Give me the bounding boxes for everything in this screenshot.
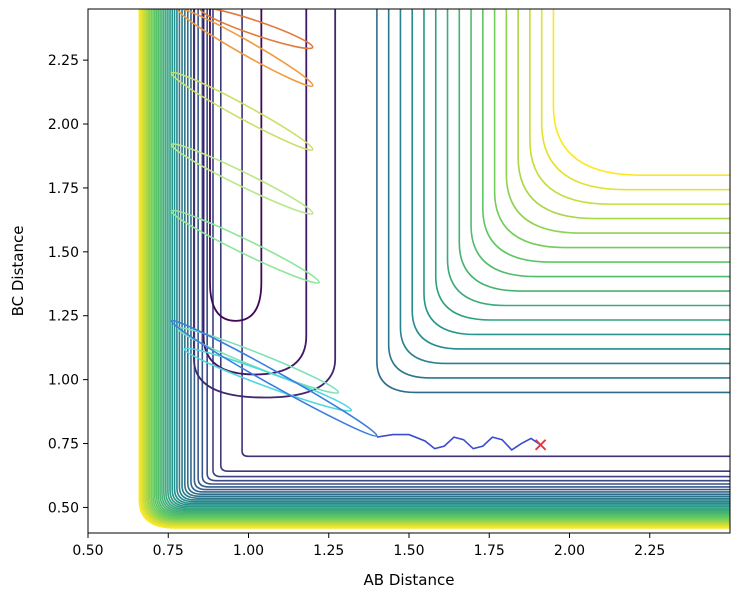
x-tick-label-0: 0.50 (72, 543, 103, 559)
contour-line-32 (139, 9, 730, 528)
contour-line-20 (159, 9, 730, 515)
contour-line-7 (190, 9, 730, 493)
x-axis-ticks: 0.50 0.75 1.00 1.25 1.50 1.75 2.00 2.25 (72, 533, 665, 559)
contour-line-9 (184, 9, 730, 498)
trajectory-layer (376, 433, 547, 451)
y-tick-label-4: 1.50 (48, 245, 79, 261)
contour-line-6 (193, 9, 730, 491)
contour-line-12 (176, 9, 730, 503)
y-tick-label-5: 1.75 (48, 181, 79, 197)
contour-line-17 (165, 9, 730, 511)
contour-upper-13 (529, 9, 730, 205)
contour-upper-11 (505, 9, 730, 234)
oscillation-loop-2 (170, 71, 314, 151)
contour-upper-1 (387, 9, 730, 379)
y-tick-label-2: 1.00 (48, 373, 79, 389)
contour-upper-6 (446, 9, 730, 307)
contour-line-21 (157, 9, 730, 516)
y-tick-label-0: 0.50 (48, 500, 79, 516)
contour-upper-15 (552, 9, 730, 176)
oscillation-loop-4 (170, 209, 320, 284)
x-tick-label-3: 1.25 (313, 543, 344, 559)
x-tick-label-7: 2.25 (634, 543, 665, 559)
valley-contour-2 (193, 9, 337, 399)
contour-upper-2 (399, 9, 730, 365)
contour-line-3 (206, 9, 730, 482)
contour-line-18 (163, 9, 730, 512)
valley-contour-0 (209, 9, 263, 322)
contour-line-19 (161, 9, 730, 513)
trajectory-line (376, 433, 542, 451)
x-tick-label-4: 1.50 (393, 543, 424, 559)
contour-upper-10 (493, 9, 730, 249)
contour-upper-14 (540, 9, 730, 191)
contour-upper-0 (376, 9, 730, 394)
contour-line-5 (197, 9, 730, 488)
contour-line-28 (145, 9, 730, 524)
x-tick-label-1: 0.75 (153, 543, 184, 559)
oscillation-loop-3 (170, 143, 314, 215)
x-tick-label-5: 1.75 (474, 543, 505, 559)
oscillation-loop-6 (183, 347, 353, 412)
x-tick-label-6: 2.00 (554, 543, 585, 559)
y-tick-label-7: 2.25 (48, 53, 79, 69)
contour-upper-3 (411, 9, 730, 350)
contour-line-10 (181, 9, 730, 499)
contour-line-30 (142, 9, 730, 526)
oscillation-loop-7 (170, 319, 378, 437)
y-tick-label-1: 0.75 (48, 437, 79, 453)
contour-line-24 (152, 9, 730, 520)
contour-lines (138, 9, 730, 529)
y-tick-label-6: 2.00 (48, 117, 79, 133)
contour-line-25 (150, 9, 730, 521)
y-axis-ticks: 0.50 0.75 1.00 1.25 1.50 1.75 2.00 2.25 (48, 53, 88, 516)
contour-line-27 (147, 9, 730, 523)
contour-line-1 (219, 9, 730, 472)
contour-line-26 (149, 9, 730, 522)
contour-line-8 (186, 9, 730, 495)
contour-line-33 (138, 9, 730, 529)
contour-line-23 (153, 9, 730, 518)
contour-upper-12 (517, 9, 730, 220)
contour-line-11 (178, 9, 730, 501)
y-axis-title: BC Distance (9, 226, 27, 317)
x-tick-label-2: 1.00 (233, 543, 264, 559)
y-tick-label-3: 1.25 (48, 309, 79, 325)
contour-upper-8 (470, 9, 730, 278)
contour-upper-5 (434, 9, 730, 321)
contour-line-4 (201, 9, 730, 485)
contour-line-14 (171, 9, 730, 506)
contour-upper-4 (423, 9, 730, 336)
end-marker (534, 439, 547, 451)
contour-line-15 (169, 9, 730, 508)
contour-upper-9 (482, 9, 730, 263)
contour-upper-7 (458, 9, 730, 292)
contour-line-31 (141, 9, 730, 527)
contour-line-2 (212, 9, 730, 478)
contour-line-0 (241, 9, 730, 458)
contour-line-16 (167, 9, 730, 509)
contour-line-13 (173, 9, 730, 505)
contour-line-22 (155, 9, 730, 517)
contour-line-29 (144, 9, 730, 525)
x-axis-title: AB Distance (364, 571, 455, 589)
